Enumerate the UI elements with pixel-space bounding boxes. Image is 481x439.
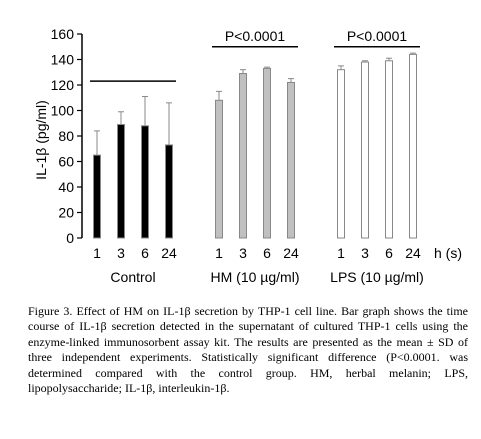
figure-caption: Figure 3. Effect of HM on IL-1β secretio… [28, 304, 468, 396]
x-tick-label: 1 [337, 245, 345, 261]
x-tick-label: 6 [263, 245, 271, 261]
bar [361, 61, 369, 239]
x-tick-label: 1 [215, 245, 223, 261]
bar [409, 53, 417, 239]
x-tick-label: 24 [283, 245, 299, 261]
bar [287, 81, 295, 239]
bar [141, 125, 149, 239]
x-tick-label: 1 [93, 245, 101, 261]
y-tick-label: 100 [51, 103, 75, 119]
group-label: Control [110, 269, 155, 285]
y-axis-label: IL-1β (pg/ml) [33, 100, 49, 180]
x-tick-label: 24 [161, 245, 177, 261]
y-tick-label: 60 [58, 154, 74, 170]
y-tick-label: 0 [66, 230, 74, 246]
group-label: LPS (10 µg/ml) [330, 269, 424, 285]
x-tick-label: 6 [385, 245, 393, 261]
x-tick-label: 3 [239, 245, 247, 261]
group-label: HM (10 µg/ml) [211, 269, 300, 285]
x-unit-label: h (s) [434, 245, 462, 261]
bar [337, 69, 345, 239]
y-ticks: 0 20 40 60 80 100 120 140 160 [51, 26, 82, 246]
x-tick-label: 3 [117, 245, 125, 261]
x-tick-label: 24 [405, 245, 421, 261]
bar [385, 60, 393, 239]
y-tick-label: 20 [58, 205, 74, 221]
y-tick-label: 40 [58, 179, 74, 195]
bar [165, 144, 173, 239]
annotations: P<0.0001 P<0.0001 [90, 28, 420, 82]
y-tick-label: 120 [51, 77, 75, 93]
p-value-label: P<0.0001 [225, 28, 286, 44]
y-tick-label: 140 [51, 52, 75, 68]
x-tick-label: 3 [361, 245, 369, 261]
x-tick-label: 6 [141, 245, 149, 261]
y-tick-label: 80 [58, 128, 74, 144]
bar [93, 154, 101, 239]
bar [239, 73, 247, 239]
bar [263, 67, 271, 239]
y-tick-label: 160 [51, 26, 75, 42]
bar [215, 99, 223, 239]
bar [117, 124, 125, 239]
p-value-label: P<0.0001 [347, 28, 408, 44]
